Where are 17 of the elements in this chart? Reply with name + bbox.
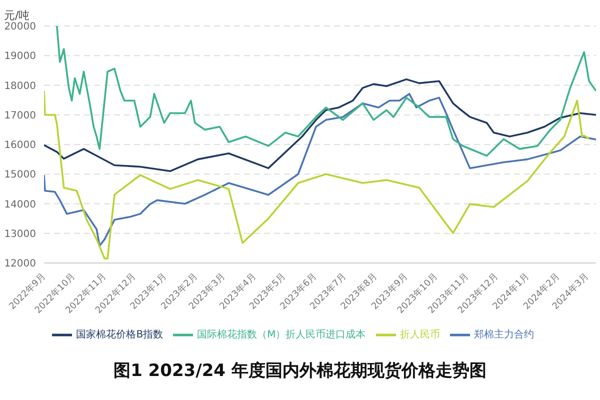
legend-label: 国家棉花价格B指数 [76, 330, 164, 341]
y-tick-label: 12000 [4, 258, 36, 270]
y-tick-label: 15000 [4, 170, 36, 181]
line-series [44, 78, 596, 172]
y-axis-title: 元/吨 [4, 8, 30, 22]
legend-label: 折人民币 [400, 330, 440, 341]
text: 图1 2023/24 年度国内外棉花期现货价格走势图 [112, 360, 488, 382]
y-tick-label: 16000 [4, 140, 36, 152]
y-tick-label: 18000 [4, 80, 36, 92]
y-tick-label: 13000 [4, 228, 36, 240]
y-tick-label: 19000 [4, 51, 36, 62]
legend-label: 国际棉花指数（M）折人民币进口成本 [197, 330, 366, 341]
legend-label: 郑棉主力合约 [474, 330, 534, 341]
y-tick-label: 17000 [4, 110, 36, 122]
line-series [56, 26, 596, 157]
y-tick-label: 14000 [4, 199, 36, 210]
y-tick-label: 20000 [4, 22, 36, 33]
